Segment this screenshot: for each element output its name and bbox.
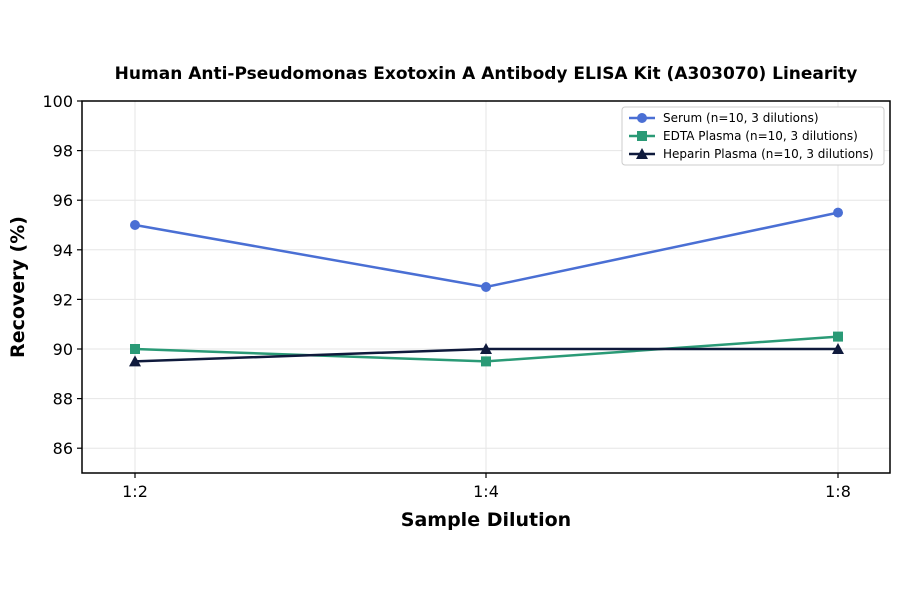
series-2 xyxy=(130,331,843,367)
x-axis-ticks: 1:2 1:4 1:8 xyxy=(122,473,851,501)
data-point xyxy=(833,207,843,218)
y-axis-ticks: 86 88 90 92 94 96 98 100 xyxy=(42,92,82,458)
data-point xyxy=(130,344,140,354)
legend-label: EDTA Plasma (n=10, 3 dilutions) xyxy=(663,129,858,143)
y-tick-label: 98 xyxy=(53,142,73,161)
data-point xyxy=(833,331,843,342)
legend: Serum (n=10, 3 dilutions) EDTA Plasma (n=… xyxy=(621,106,885,166)
y-tick-label: 92 xyxy=(53,290,73,309)
legend-box xyxy=(621,106,885,166)
y-tick-label: 88 xyxy=(53,390,73,409)
y-axis-label: Recovery (%) xyxy=(7,216,29,358)
legend-label: Heparin Plasma (n=10, 3 dilutions) xyxy=(663,147,874,161)
y-tick-label: 96 xyxy=(53,191,73,210)
x-axis-label: Sample Dilution xyxy=(401,509,571,531)
legend-swatch-marker xyxy=(636,148,648,159)
series-3 xyxy=(129,343,844,367)
x-tick-label: 1:8 xyxy=(825,482,851,501)
x-tick-label: 1:4 xyxy=(473,482,499,501)
x-tick-label: 1:2 xyxy=(122,482,148,501)
y-tick-label: 100 xyxy=(42,92,73,111)
series-layer xyxy=(129,207,844,367)
data-point xyxy=(130,220,140,230)
legend-item: EDTA Plasma (n=10, 3 dilutions) xyxy=(629,129,858,143)
data-point xyxy=(480,343,492,354)
y-tick-label: 86 xyxy=(53,439,73,458)
legend-swatch-marker xyxy=(637,113,647,123)
legend-item: Heparin Plasma (n=10, 3 dilutions) xyxy=(629,147,874,161)
legend-item: Serum (n=10, 3 dilutions) xyxy=(629,111,819,125)
data-point xyxy=(129,355,141,367)
data-point xyxy=(481,356,491,367)
y-tick-label: 94 xyxy=(53,241,73,260)
series-1 xyxy=(130,207,843,292)
chart-title: Human Anti-Pseudomonas Exotoxin A Antibo… xyxy=(115,64,858,84)
legend-swatch-marker xyxy=(637,131,647,141)
data-point xyxy=(481,282,491,292)
data-point xyxy=(832,343,844,354)
y-tick-label: 90 xyxy=(53,340,73,359)
legend-label: Serum (n=10, 3 dilutions) xyxy=(663,111,819,125)
